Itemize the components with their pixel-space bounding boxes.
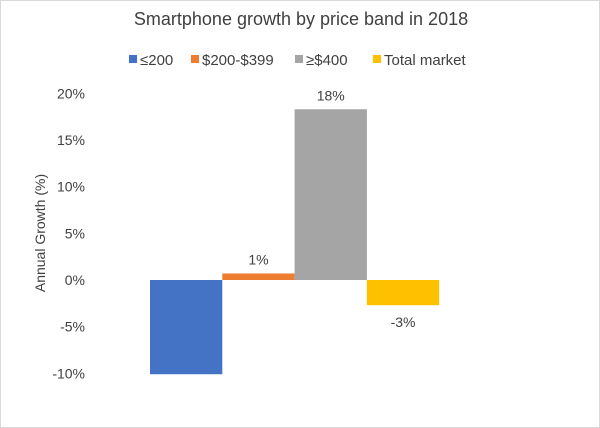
legend-label: ≥$400 (306, 52, 348, 69)
bars (150, 109, 440, 375)
bar-2 (294, 109, 367, 280)
y-tick-label: 20% (57, 85, 85, 101)
bar-1 (222, 273, 295, 280)
data-label: -3% (391, 314, 416, 330)
legend-item: ≥$400 (295, 52, 348, 69)
legend-label: $200-$399 (202, 52, 274, 69)
legend-swatch (373, 55, 381, 63)
data-labels: 1% 18% -3% (248, 87, 415, 330)
chart-title: Smartphone growth by price band in 2018 (134, 9, 468, 29)
y-tick-label: 15% (57, 132, 85, 148)
y-tick-label: 0% (65, 272, 85, 288)
legend-item: $200-$399 (191, 52, 274, 69)
y-tick-label: 5% (65, 225, 85, 241)
legend: ≤200 $200-$399 ≥$400 Total market (129, 52, 467, 69)
legend-item: ≤200 (129, 52, 173, 69)
bar-0 (150, 280, 223, 375)
legend-swatch (129, 55, 137, 63)
legend-label: Total market (384, 52, 467, 69)
y-axis: -10% -5% 0% 5% 10% 15% 20% (52, 85, 85, 381)
bar-3 (366, 280, 440, 306)
data-label: 18% (317, 87, 345, 103)
legend-item: Total market (373, 52, 467, 69)
data-label: 1% (248, 251, 268, 267)
y-tick-label: -5% (60, 319, 85, 335)
legend-swatch (295, 55, 303, 63)
legend-label: ≤200 (140, 52, 173, 69)
y-tick-label: 10% (57, 179, 85, 195)
legend-swatch (191, 55, 199, 63)
y-axis-label: Annual Growth (%) (32, 174, 48, 292)
y-tick-label: -10% (52, 365, 85, 381)
